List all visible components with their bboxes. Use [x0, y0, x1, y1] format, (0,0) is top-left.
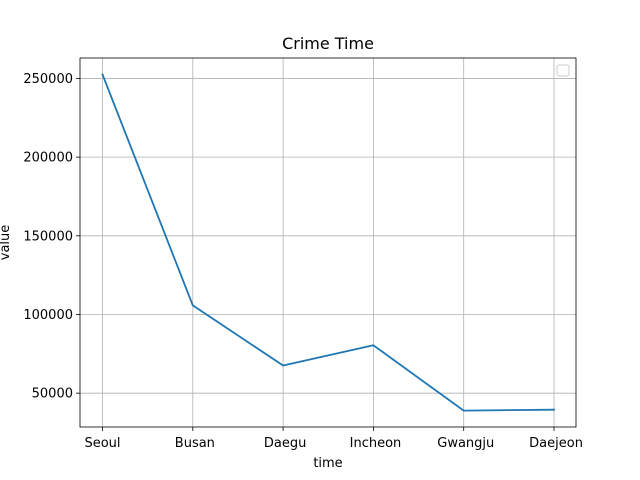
y-tick-label: 200000: [23, 151, 73, 166]
chart-title: Crime Time: [282, 34, 374, 53]
y-tick-label: 150000: [23, 229, 73, 244]
data-point: [462, 409, 465, 412]
x-tick-label: Daegu: [260, 436, 307, 451]
data-point: [282, 364, 284, 367]
grid-lines: [80, 58, 576, 427]
series-line: [101, 73, 555, 412]
data-point: [553, 408, 555, 411]
plot-area-frame: [79, 57, 577, 428]
data-point: [191, 304, 194, 307]
x-tick-label: Busan: [171, 436, 215, 451]
data-point: [101, 73, 104, 76]
y-tick-label: 250000: [23, 72, 73, 87]
x-tick-label: Gwangju: [433, 436, 494, 451]
x-tick-label: Daejeon: [525, 436, 583, 451]
x-tick-label: Seoul: [84, 436, 120, 451]
axis-ticks: Seoul Busan Daegu Incheon Gwangju Daejeo…: [23, 72, 583, 451]
x-axis-label: time: [313, 456, 342, 471]
series-layer: [101, 73, 555, 412]
y-tick-label: 50000: [32, 387, 73, 402]
y-tick-label: 100000: [23, 308, 73, 323]
y-axis-label: value: [0, 225, 13, 261]
data-point: [372, 344, 375, 347]
legend-box: [556, 64, 570, 77]
x-tick-label: Incheon: [346, 436, 402, 451]
